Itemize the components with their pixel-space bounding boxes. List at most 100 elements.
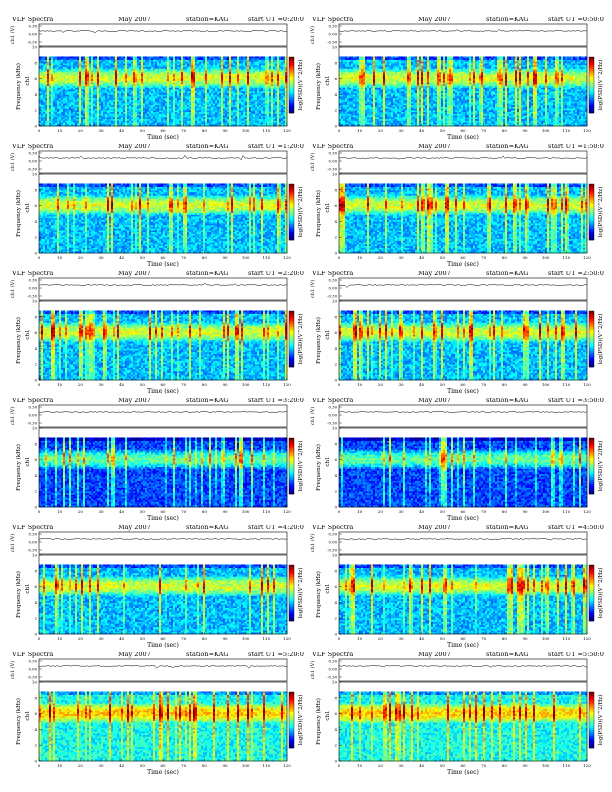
- spectrogram-cell: [91, 93, 93, 95]
- spectrogram-cell: [197, 65, 199, 67]
- spectrogram-cell: [243, 105, 245, 107]
- spectrogram-cell: [107, 76, 109, 78]
- spectrogram-cell: [271, 107, 273, 109]
- spectrogram-cell: [103, 91, 105, 93]
- spectrogram-cell: [115, 96, 117, 98]
- spectrogram-cell: [245, 116, 247, 118]
- spectrogram-cell: [205, 119, 207, 121]
- spectrogram-cell: [207, 93, 209, 95]
- spectrogram-cell: [215, 107, 217, 109]
- spectrogram-cell: [93, 96, 95, 98]
- spectrogram-cell: [65, 114, 67, 116]
- spectrogram-cell: [251, 109, 253, 111]
- spectrogram-cell: [277, 79, 279, 81]
- spectrogram-cell: [217, 76, 219, 78]
- spectrogram-cell: [187, 79, 189, 81]
- spectrogram-cell: [45, 96, 47, 98]
- spectrogram-cell: [153, 88, 155, 90]
- spectrogram-cell: [149, 58, 151, 60]
- spectrogram-cell: [49, 83, 51, 85]
- spectrogram-cell: [227, 63, 229, 65]
- spectrogram-cell: [65, 63, 67, 65]
- spectrogram-cell: [75, 105, 77, 107]
- spectrogram-cell: [217, 119, 219, 121]
- spectrogram-cell: [79, 56, 81, 58]
- spectrogram-cell: [115, 56, 117, 58]
- spectrogram-cell: [171, 88, 173, 90]
- spectrogram-cell: [263, 110, 265, 112]
- spectrogram-cell: [161, 58, 163, 60]
- spectrogram-cell: [209, 93, 211, 95]
- spectrogram-cell: [201, 67, 203, 69]
- spectrogram-cell: [231, 107, 233, 109]
- spectrogram-cell: [117, 119, 119, 121]
- spectrogram-cell: [189, 117, 191, 119]
- spectrogram-cell: [165, 65, 167, 67]
- spectrogram-cell: [235, 90, 237, 92]
- spectrogram-cell: [263, 88, 265, 90]
- spectrogram-cell: [139, 62, 141, 64]
- spectrogram-cell: [95, 102, 97, 104]
- spectrogram-cell: [247, 63, 249, 65]
- spectrogram-cell: [149, 65, 151, 67]
- spectrogram-cell: [75, 83, 77, 85]
- spectrogram-cell: [121, 70, 123, 72]
- spectrogram-cell: [205, 72, 207, 74]
- spectrogram-cell: [79, 62, 81, 64]
- spectrogram-cell: [87, 96, 89, 98]
- spectrogram-cell: [135, 74, 137, 76]
- spectrogram-cell: [237, 76, 239, 78]
- spectrogram-cell: [201, 62, 203, 64]
- spectrogram-cell: [199, 88, 201, 90]
- spectrogram-cell: [261, 62, 263, 64]
- spectrogram-cell: [123, 58, 125, 60]
- spectrogram-cell: [229, 119, 231, 121]
- spectrogram-cell: [257, 76, 259, 78]
- spectrogram-cell: [241, 102, 243, 104]
- spectrogram-cell: [83, 123, 85, 125]
- spectrogram-cell: [243, 119, 245, 121]
- spectrogram-cell: [183, 116, 185, 118]
- spectrogram-cell: [109, 93, 111, 95]
- spectrogram-cell: [109, 70, 111, 72]
- spectrogram-cell: [177, 63, 179, 65]
- spectrogram-cell: [201, 98, 203, 100]
- spectrogram-cell: [277, 91, 279, 93]
- spectrogram-cell: [39, 76, 41, 78]
- spectrogram-cell: [273, 116, 275, 118]
- spectrogram-cell: [83, 81, 85, 83]
- spectrogram-cell: [167, 91, 169, 93]
- spectrogram-cell: [85, 116, 87, 118]
- spectrogram-cell: [151, 123, 153, 125]
- spectrogram-cell: [81, 123, 83, 125]
- spectrogram-cell: [97, 109, 99, 111]
- spectrogram-cell: [115, 114, 117, 116]
- spectrogram-cell: [219, 109, 221, 111]
- spectrogram-cell: [227, 91, 229, 93]
- spectrogram-cell: [221, 119, 223, 121]
- spectrogram-cell: [121, 109, 123, 111]
- spectrogram-cell: [269, 63, 271, 65]
- spectrogram-cell: [101, 84, 103, 86]
- spectrogram-cell: [47, 56, 49, 58]
- spectrogram-cell: [261, 123, 263, 125]
- spectrogram-cell: [189, 81, 191, 83]
- spectrogram-cell: [77, 96, 79, 98]
- spectrogram-cell: [63, 83, 65, 85]
- spectrogram-cell: [101, 90, 103, 92]
- spectrogram-cell: [43, 72, 45, 74]
- spectrogram-cell: [261, 74, 263, 76]
- spectrogram-cell: [169, 117, 171, 119]
- spectrogram-cell: [123, 70, 125, 72]
- spectrogram-cell: [169, 62, 171, 64]
- spectrogram-cell: [53, 117, 55, 119]
- spectrogram-cell: [97, 102, 99, 104]
- spectrogram-cell: [249, 62, 251, 64]
- spectrogram-cell: [213, 117, 215, 119]
- spectrogram-cell: [101, 67, 103, 69]
- spectrogram-cell: [83, 67, 85, 69]
- spectrogram-cell: [223, 88, 225, 90]
- spectrogram-cell: [65, 62, 67, 64]
- spectrogram-cell: [251, 102, 253, 104]
- spectrogram-cell: [171, 119, 173, 121]
